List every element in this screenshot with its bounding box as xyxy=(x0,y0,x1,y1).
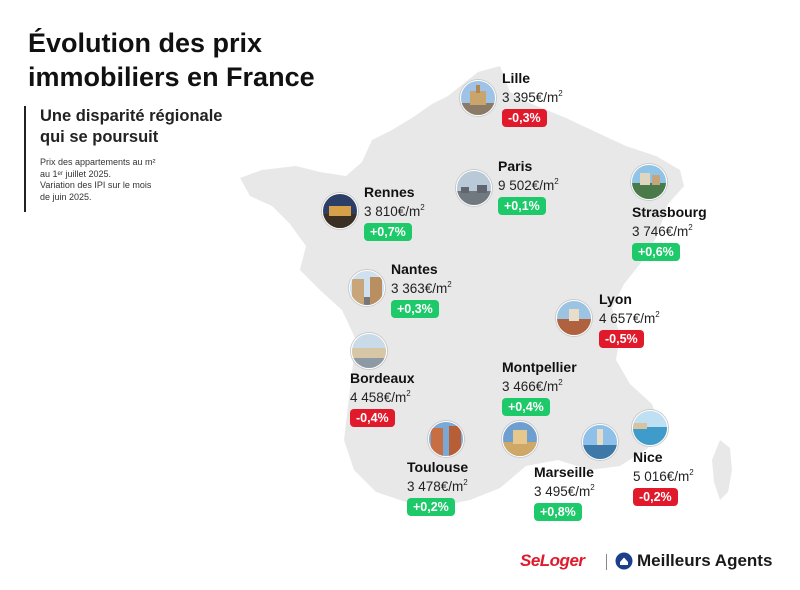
city-lyon: Lyon 4 657€/m2 -0,5% xyxy=(599,291,789,348)
rennes-photo xyxy=(322,193,358,229)
city-name: Toulouse xyxy=(407,459,469,475)
city-price: 5 016€/m2 xyxy=(633,468,694,484)
change-badge: +0,3% xyxy=(391,300,439,318)
city-name: Strasbourg xyxy=(632,204,707,220)
note-line-3: Variation des IPI sur le mois xyxy=(40,180,152,190)
strasbourg-photo xyxy=(631,164,667,200)
source-note: Prix des appartements au m² au 1ᵉʳ juill… xyxy=(40,157,250,203)
lille-photo xyxy=(460,80,496,116)
city-name: Lyon xyxy=(599,291,632,307)
change-badge: +0,7% xyxy=(364,223,412,241)
lyon-photo xyxy=(556,300,592,336)
note-line-2: au 1ᵉʳ juillet 2025. xyxy=(40,168,112,179)
title-line-1: Évolution des prix xyxy=(28,28,263,58)
seloger-logo: SeLoger xyxy=(520,551,585,570)
city-toulouse: Toulouse 3 478€/m2 +0,2% xyxy=(407,459,597,516)
city-bordeaux: Bordeaux 4 458€/m2 -0,4% xyxy=(350,370,540,427)
montpellier-photo xyxy=(502,421,538,457)
city-strasbourg: Strasbourg 3 746€/m2 +0,6% xyxy=(632,204,800,261)
city-price: 4 657€/m2 xyxy=(599,310,660,326)
city-name: Paris xyxy=(498,158,533,174)
bordeaux-photo xyxy=(351,333,387,369)
change-badge: -0,4% xyxy=(350,409,395,427)
city-name: Montpellier xyxy=(502,359,577,375)
subtitle-line-2: qui se poursuit xyxy=(40,128,159,146)
city-price: 3 478€/m2 xyxy=(407,478,468,494)
city-paris: Paris 9 502€/m2 +0,1% xyxy=(498,158,688,215)
page-title: Évolution des prix immobiliers en France xyxy=(28,26,348,94)
corsica-shape xyxy=(712,440,732,500)
change-badge: -0,2% xyxy=(633,488,678,506)
intro-block: Une disparité régionale qui se poursuit … xyxy=(24,106,250,212)
change-badge: +0,2% xyxy=(407,498,455,516)
nice-photo xyxy=(632,410,668,446)
city-name: Lille xyxy=(502,70,531,86)
city-name: Nice xyxy=(633,449,663,465)
note-line-1: Prix des appartements au m² xyxy=(40,157,156,167)
city-rennes: Rennes 3 810€/m2 +0,7% xyxy=(364,184,554,241)
brand-logos: SeLoger Meilleurs Agents xyxy=(520,548,790,576)
city-price: 3 395€/m2 xyxy=(502,89,563,105)
change-badge: -0,5% xyxy=(599,330,644,348)
city-montpellier: Montpellier 3 466€/m2 +0,4% xyxy=(502,359,692,416)
city-name: Bordeaux xyxy=(350,370,415,386)
city-nice: Nice 5 016€/m2 -0,2% xyxy=(633,449,800,506)
nantes-photo xyxy=(349,270,385,306)
marseille-photo xyxy=(582,424,618,460)
paris-photo xyxy=(456,170,492,206)
change-badge: +0,1% xyxy=(498,197,546,215)
city-price: 9 502€/m2 xyxy=(498,177,559,193)
title-line-2: immobiliers en France xyxy=(28,62,315,92)
city-name: Rennes xyxy=(364,184,415,200)
meilleurs-agents-icon xyxy=(615,552,633,570)
change-badge: +0,8% xyxy=(534,503,582,521)
city-name: Marseille xyxy=(534,464,594,480)
change-badge: +0,6% xyxy=(632,243,680,261)
subtitle: Une disparité régionale qui se poursuit xyxy=(40,106,250,148)
toulouse-photo xyxy=(428,421,464,457)
note-line-4: de juin 2025. xyxy=(40,191,92,202)
city-nantes: Nantes 3 363€/m2 +0,3% xyxy=(391,261,581,318)
city-price: 3 810€/m2 xyxy=(364,203,425,219)
france-shape xyxy=(240,66,684,506)
city-price: 3 746€/m2 xyxy=(632,223,693,239)
city-price: 4 458€/m2 xyxy=(350,389,411,405)
city-lille: Lille 3 395€/m2 -0,3% xyxy=(502,70,692,127)
subtitle-line-1: Une disparité régionale xyxy=(40,107,223,125)
city-price: 3 363€/m2 xyxy=(391,280,452,296)
change-badge: -0,3% xyxy=(502,109,547,127)
city-marseille: Marseille 3 495€/m2 +0,8% xyxy=(534,464,724,521)
city-name: Nantes xyxy=(391,261,438,277)
city-price: 3 466€/m2 xyxy=(502,378,563,394)
logo-separator xyxy=(606,554,607,570)
change-badge: +0,4% xyxy=(502,398,550,416)
meilleurs-agents-logo: Meilleurs Agents xyxy=(637,551,773,570)
city-price: 3 495€/m2 xyxy=(534,483,595,499)
